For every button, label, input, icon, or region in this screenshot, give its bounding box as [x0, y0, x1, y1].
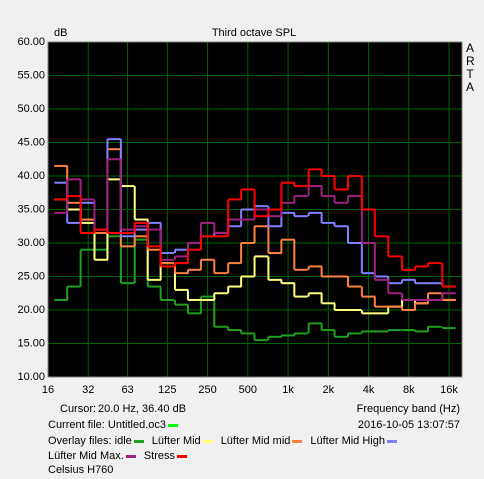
y-axis-label: dB [54, 27, 67, 39]
x-tick-label: 63 [121, 384, 133, 396]
x-axis-label: Frequency band (Hz) [356, 403, 460, 415]
y-tick-label: 40.00 [17, 170, 45, 182]
x-tick-label: 32 [82, 384, 94, 396]
plot-border [47, 41, 463, 378]
legend-label: Lüfter Mid [151, 435, 201, 447]
x-tick-label: 8k [403, 384, 415, 396]
legend-label: idle [114, 435, 132, 447]
current-file-text: Current file: Untitled.oc3 [48, 419, 166, 431]
legend: Overlay files: idle Lüfter Mid Lüfter Mid … [48, 434, 428, 464]
legend-swatch [133, 439, 144, 443]
brand: ARTA [466, 41, 475, 94]
legend-label: Lüfter Mid High [310, 435, 385, 447]
legend-label: Lüfter Mid mid [220, 435, 291, 447]
legend-swatch [202, 439, 213, 443]
legend-swatch [177, 454, 187, 458]
current-file-swatch [168, 423, 178, 427]
legend-swatch [386, 439, 397, 443]
y-tick-label: 25.00 [17, 270, 45, 282]
y-tick-label: 50.00 [17, 103, 45, 115]
overlay-label: Overlay files: [48, 435, 112, 447]
timestamp: 2016-10-05 13:07:57 [357, 419, 460, 431]
y-tick-label: 60.00 [17, 36, 45, 48]
y-tick-label: 20.00 [17, 304, 45, 316]
x-tick-label: 4k [363, 384, 375, 396]
x-tick-label: 1k [282, 384, 294, 396]
y-tick-label: 10.00 [17, 371, 45, 383]
legend-swatch [125, 454, 136, 458]
legend-swatch [292, 439, 303, 443]
y-tick-label: 45.00 [17, 136, 45, 148]
footer: Celsius H760 [48, 464, 114, 476]
x-tick-label: 2k [323, 384, 335, 396]
x-tick-label: 16 [42, 384, 54, 396]
x-tick-label: 500 [239, 384, 257, 396]
legend-label: Lüfter Mid Max. [48, 450, 124, 462]
chart-title: Third octave SPL [212, 27, 296, 39]
cursor-label: Cursor: [60, 403, 97, 415]
x-tick-label: 250 [198, 384, 216, 396]
y-tick-label: 15.00 [17, 337, 45, 349]
current-file: Current file: Untitled.oc3 [48, 419, 186, 432]
cursor-value: 20.0 Hz, 36.40 dB [98, 403, 187, 415]
legend-label: Stress [143, 450, 175, 462]
x-tick-label: 125 [158, 384, 176, 396]
x-tick-label: 16k [440, 384, 458, 396]
y-tick-label: 35.00 [17, 203, 45, 215]
y-tick-label: 55.00 [17, 69, 45, 81]
y-tick-label: 30.00 [17, 237, 45, 249]
